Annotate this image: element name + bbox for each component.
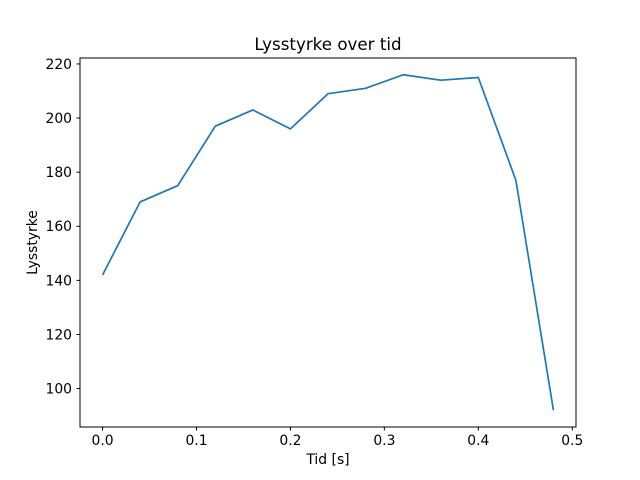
x-tick-label: 0.0	[91, 433, 113, 449]
x-tick-label: 0.4	[467, 433, 489, 449]
plot-area-border	[79, 57, 577, 428]
y-tick-label: 220	[45, 57, 72, 73]
x-tick-label: 0.5	[561, 433, 583, 449]
y-tick-label: 140	[45, 273, 72, 289]
y-axis-label: Lysstyrke	[25, 210, 41, 275]
chart-title: Lysstyrke over tid	[254, 34, 401, 54]
x-tick-label: 0.1	[185, 433, 207, 449]
y-tick-label: 200	[45, 111, 72, 127]
x-tick-label: 0.3	[373, 433, 395, 449]
y-tick-label: 100	[45, 381, 72, 397]
data-line-lysstyrke	[101, 73, 555, 411]
x-tick-label: 0.2	[279, 433, 301, 449]
x-axis-ticks: 0.0 0.1 0.2 0.3 0.4 0.5	[91, 427, 583, 449]
x-axis-label: Tid [s]	[305, 452, 349, 468]
y-tick-label: 180	[45, 165, 72, 181]
y-axis-ticks: 100 120 140 160 180 200 220	[45, 57, 80, 397]
y-tick-label: 160	[45, 219, 72, 235]
y-tick-label: 120	[45, 327, 72, 343]
